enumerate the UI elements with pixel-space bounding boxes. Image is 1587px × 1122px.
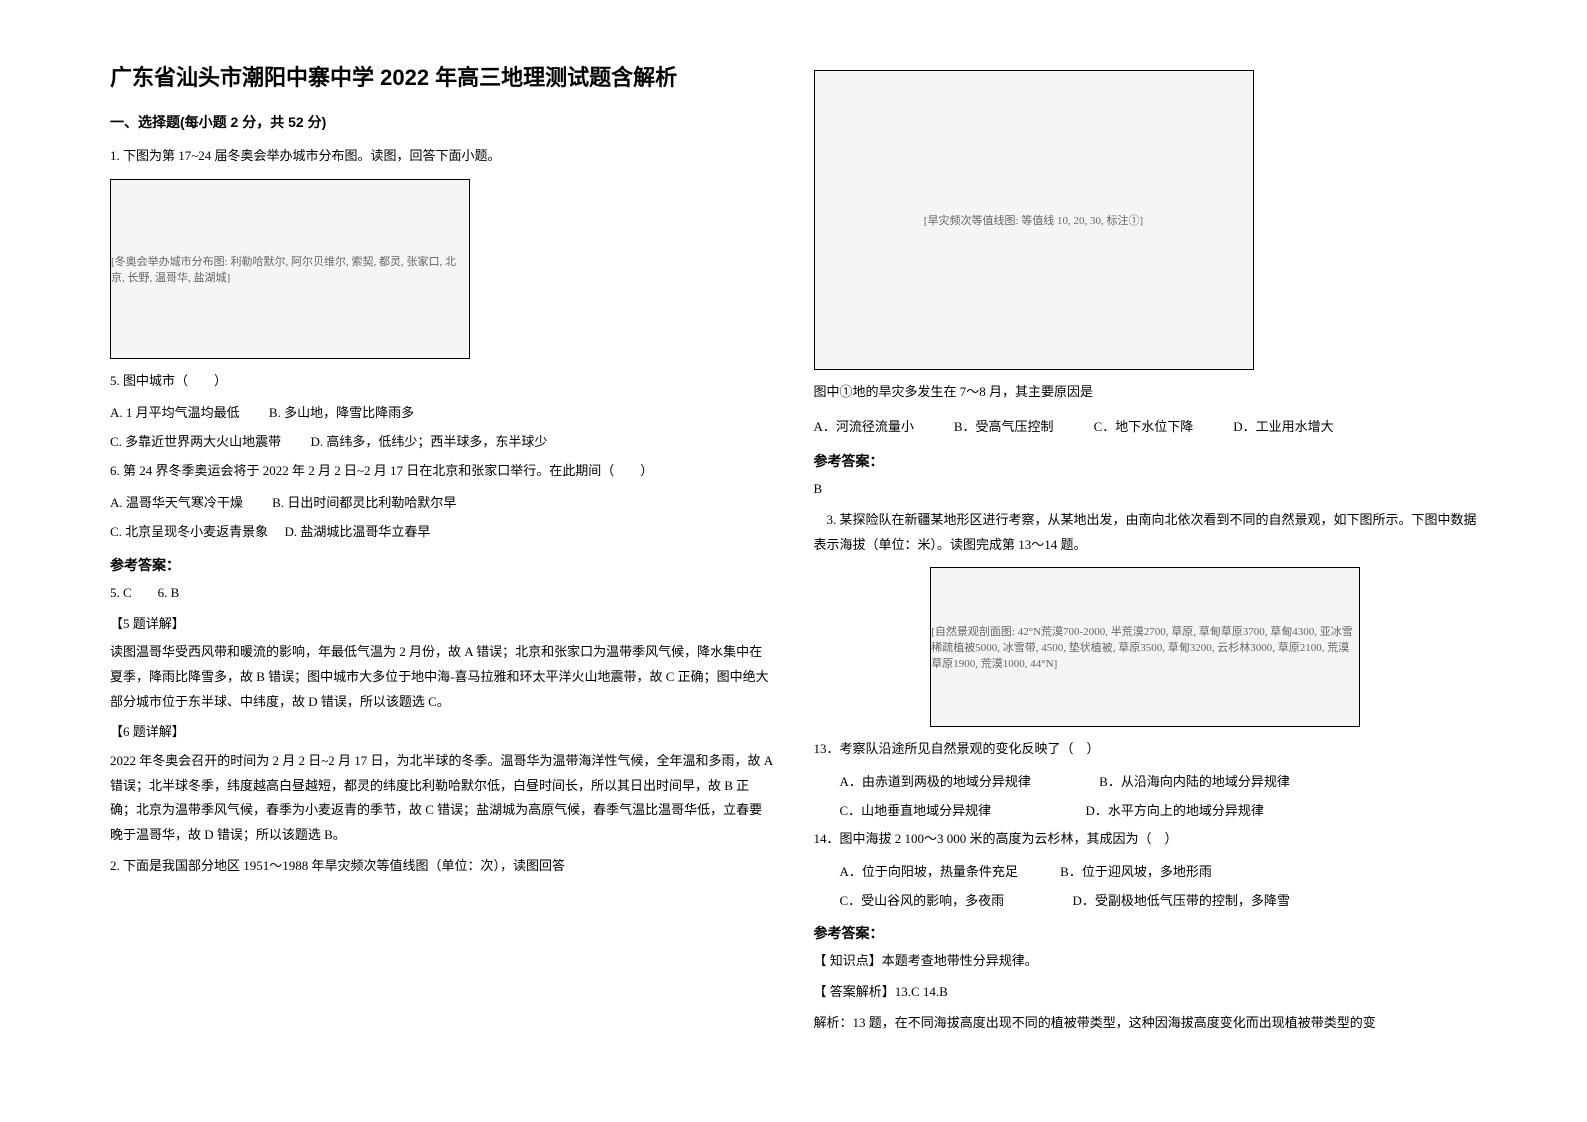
explain5-text: 读图温哥华受西风带和暖流的影响，年最低气温为 2 月份，故 A 错误；北京和张家… bbox=[110, 640, 774, 714]
q14-option-d: D．受副极地低气压带的控制，多降雪 bbox=[1072, 893, 1289, 908]
q13-options-cd: C．山地垂直地域分异规律 D．水平方向上的地域分异规律 bbox=[814, 799, 1478, 824]
figure-landscape-profile: [自然景观剖面图: 42°N荒漠700-2000, 半荒漠2700, 草原, 草… bbox=[930, 567, 1360, 727]
figure3-caption: [自然景观剖面图: 42°N荒漠700-2000, 半荒漠2700, 草原, 草… bbox=[931, 623, 1359, 671]
left-column: 广东省汕头市潮阳中寨中学 2022 年高三地理测试题含解析 一、选择题(每小题 … bbox=[90, 60, 794, 1062]
q14-option-b: B．位于迎风坡，多地形雨 bbox=[1060, 864, 1212, 879]
answer-2: B bbox=[814, 477, 1478, 502]
q5-options-ab: A. 1 月平均气温均最低 B. 多山地，降雪比降雨多 bbox=[110, 401, 774, 426]
analysis-label: 【 答案解析】13.C 14.B bbox=[814, 980, 1478, 1005]
figure-winter-olympics-map: [冬奥会举办城市分布图: 利勒哈默尔, 阿尔贝维尔, 索契, 都灵, 张家口, … bbox=[110, 179, 470, 359]
q2-option-a: A．河流径流量小 bbox=[814, 413, 914, 442]
q14-option-a: A．位于向阳坡，热量条件充足 bbox=[840, 864, 1018, 879]
q1-intro: 1. 下图为第 17~24 届冬奥会举办城市分布图。读图，回答下面小题。 bbox=[110, 144, 774, 169]
q13-option-c: C．山地垂直地域分异规律 bbox=[840, 803, 992, 818]
q6-stem: 6. 第 24 界冬季奥运会将于 2022 年 2 月 2 日~2 月 17 日… bbox=[110, 459, 774, 484]
q6-option-c: C. 北京呈现冬小麦返青景象 bbox=[110, 524, 268, 539]
page-title: 广东省汕头市潮阳中寨中学 2022 年高三地理测试题含解析 bbox=[110, 60, 774, 92]
q5-stem: 5. 图中城市（ ） bbox=[110, 369, 774, 394]
q13-options-ab: A．由赤道到两极的地域分异规律 B．从沿海向内陆的地域分异规律 bbox=[814, 770, 1478, 795]
q3-intro: 3. 某探险队在新疆某地形区进行考察，从某地出发，由南向北依次看到不同的自然景观… bbox=[814, 508, 1478, 557]
explain5-label: 【5 题详解】 bbox=[110, 612, 774, 637]
q14-stem: 14．图中海拔 2 100～3 000 米的高度为云杉林，其成因为（ ） bbox=[814, 827, 1478, 852]
q6-option-d: D. 盐湖城比温哥华立春早 bbox=[284, 524, 430, 539]
answer-label-2: 参考答案： bbox=[814, 451, 1478, 471]
q6-options-ab: A. 温哥华天气寒冷干燥 B. 日出时间都灵比利勒哈默尔早 bbox=[110, 491, 774, 516]
q6-option-b: B. 日出时间都灵比利勒哈默尔早 bbox=[272, 495, 456, 510]
answer-label-3: 参考答案： bbox=[814, 923, 1478, 943]
q14-options-cd: C．受山谷风的影响，多夜雨 D．受副极地低气压带的控制，多降雪 bbox=[814, 889, 1478, 914]
explain6-label: 【6 题详解】 bbox=[110, 720, 774, 745]
q5-options-cd: C. 多靠近世界两大火山地震带 D. 高纬多，低纬少；西半球多，东半球少 bbox=[110, 430, 774, 455]
figure-drought-map: [旱灾频次等值线图: 等值线 10, 20, 30, 标注①] bbox=[814, 70, 1254, 370]
section-heading: 一、选择题(每小题 2 分，共 52 分) bbox=[110, 112, 774, 132]
q13-option-b: B．从沿海向内陆的地域分异规律 bbox=[1099, 774, 1290, 789]
q6-option-a: A. 温哥华天气寒冷干燥 bbox=[110, 495, 243, 510]
right-column: [旱灾频次等值线图: 等值线 10, 20, 30, 标注①] 图中①地的旱灾多… bbox=[794, 60, 1498, 1062]
q14-option-c: C．受山谷风的影响，多夜雨 bbox=[840, 893, 1005, 908]
q14-options-ab: A．位于向阳坡，热量条件充足 B．位于迎风坡，多地形雨 bbox=[814, 860, 1478, 885]
q2-option-c: C．地下水位下降 bbox=[1094, 413, 1194, 442]
answer-label-1: 参考答案： bbox=[110, 555, 774, 575]
q5-option-d: D. 高纬多，低纬少；西半球多，东半球少 bbox=[310, 434, 547, 449]
q5-option-a: A. 1 月平均气温均最低 bbox=[110, 405, 240, 420]
q13-option-d: D．水平方向上的地域分异规律 bbox=[1085, 803, 1263, 818]
knowledge-point: 【 知识点】本题考查地带性分异规律。 bbox=[814, 949, 1478, 974]
explain6-text: 2022 年冬奥会召开的时间为 2 月 2 日~2 月 17 日，为北半球的冬季… bbox=[110, 749, 774, 848]
q2-sub-stem: 图中①地的旱灾多发生在 7～8 月，其主要原因是 bbox=[814, 380, 1478, 405]
q13-option-a: A．由赤道到两极的地域分异规律 bbox=[840, 774, 1031, 789]
figure-caption: [冬奥会举办城市分布图: 利勒哈默尔, 阿尔贝维尔, 索契, 都灵, 张家口, … bbox=[111, 253, 469, 285]
figure2-caption: [旱灾频次等值线图: 等值线 10, 20, 30, 标注①] bbox=[924, 212, 1143, 228]
q13-stem: 13．考察队沿途所见自然景观的变化反映了（ ） bbox=[814, 737, 1478, 762]
q2-option-d: D．工业用水增大 bbox=[1233, 413, 1333, 442]
answer-1: 5. C 6. B bbox=[110, 581, 774, 606]
q6-options-cd: C. 北京呈现冬小麦返青景象 D. 盐湖城比温哥华立春早 bbox=[110, 520, 774, 545]
q5-option-b: B. 多山地，降雪比降雨多 bbox=[269, 405, 414, 420]
q2-options: A．河流径流量小 B．受高气压控制 C．地下水位下降 D．工业用水增大 bbox=[814, 413, 1478, 442]
analysis-text: 解析：13 题，在不同海拔高度出现不同的植被带类型，这种因海拔高度变化而出现植被… bbox=[814, 1011, 1478, 1036]
q2-option-b: B．受高气压控制 bbox=[954, 413, 1054, 442]
q2-intro: 2. 下面是我国部分地区 1951～1988 年旱灾频次等值线图（单位：次），读… bbox=[110, 854, 774, 879]
q5-option-c: C. 多靠近世界两大火山地震带 bbox=[110, 434, 281, 449]
